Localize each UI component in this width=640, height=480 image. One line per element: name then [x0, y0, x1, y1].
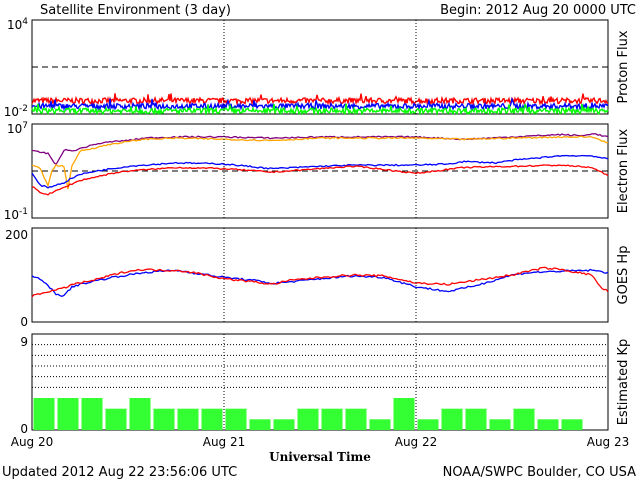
kp-bar [369, 419, 391, 430]
kp-ylabel: Estimated Kp [616, 339, 631, 426]
kp-bar [441, 408, 463, 430]
kp-bar [273, 419, 295, 430]
electron-ytick-top: 107 [7, 121, 28, 136]
electron-ytick-bottom: 10-1 [4, 207, 28, 222]
hp-series-red [31, 266, 609, 298]
goes-hp-ylabel: GOES Hp [616, 246, 631, 305]
kp-bar [465, 408, 487, 430]
goes-hp-panel: GOES Hp 200 0 [5, 227, 631, 329]
electron-series-red [31, 164, 609, 196]
x-tick-label-2: Aug 22 [395, 435, 438, 449]
kp-bar [129, 398, 151, 430]
proton-flux-panel: Proton Flux 104 10-2 [4, 17, 631, 119]
kp-ytick-top: 9 [20, 335, 28, 349]
proton-flux-ylabel: Proton Flux [616, 30, 631, 103]
proton-ytick-top: 104 [7, 17, 28, 32]
begin-time: Begin: 2012 Aug 20 0000 UTC [440, 3, 636, 18]
kp-bar [201, 408, 223, 430]
chart-title: Satellite Environment (3 day) [40, 3, 231, 18]
x-tick-label-3: Aug 23 [587, 435, 630, 449]
kp-bar [81, 398, 103, 430]
x-axis-title: Universal Time [269, 450, 371, 464]
kp-bar [513, 408, 535, 430]
proton-series-green [31, 103, 609, 117]
proton-series-blue [31, 96, 609, 112]
hp-ytick-top: 200 [5, 228, 28, 242]
x-tick-label-1: Aug 21 [203, 435, 246, 449]
kp-bar [321, 408, 343, 430]
kp-bar [393, 398, 415, 430]
kp-bar [33, 398, 55, 430]
kp-bar [105, 408, 127, 430]
kp-bar [489, 419, 511, 430]
kp-bar [57, 398, 79, 430]
electron-series-blue [31, 154, 609, 189]
kp-bar [417, 419, 439, 430]
kp-bar [177, 408, 199, 430]
kp-bar [297, 408, 319, 430]
hp-ytick-bottom: 0 [20, 315, 28, 329]
kp-ytick-bottom: 0 [20, 422, 28, 436]
kp-bar [345, 408, 367, 430]
electron-flux-panel: Electron Flux 107 10-1 [4, 121, 631, 222]
proton-ytick-bottom: 10-2 [4, 104, 28, 119]
updated-time: Updated 2012 Aug 22 23:56:06 UTC [2, 465, 237, 480]
kp-panel: Estimated Kp 9 0 [20, 333, 631, 436]
kp-bar [249, 419, 271, 430]
electron-flux-ylabel: Electron Flux [616, 128, 631, 213]
credit-text: NOAA/SWPC Boulder, CO USA [443, 465, 636, 480]
electron-series-purple [31, 133, 609, 166]
kp-bar [153, 408, 175, 430]
kp-bar [225, 408, 247, 430]
kp-bar [561, 419, 583, 430]
proton-series-red [31, 93, 609, 107]
electron-series-orange [31, 135, 609, 190]
kp-bar [537, 419, 559, 430]
x-tick-label-0: Aug 20 [11, 435, 54, 449]
